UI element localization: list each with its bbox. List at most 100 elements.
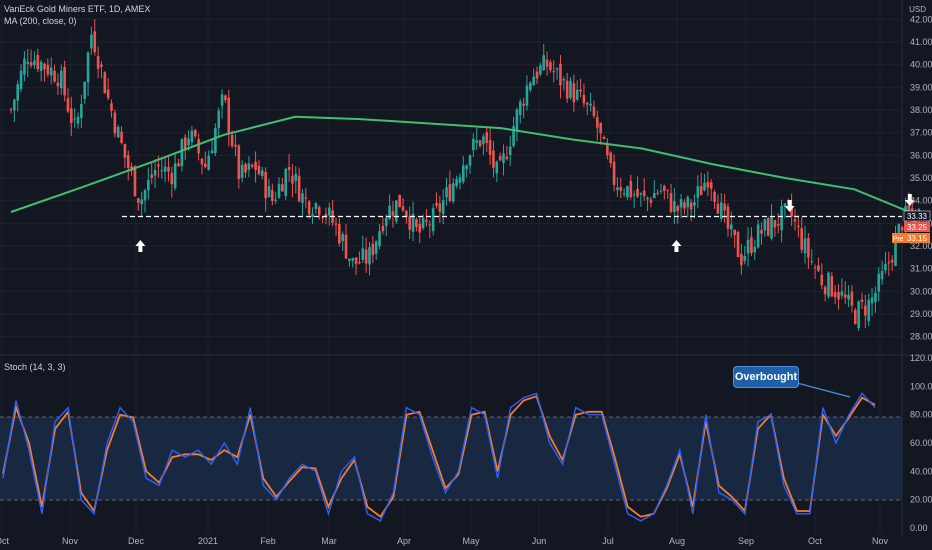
osc-tick-label: 120.00 xyxy=(910,353,932,363)
candle-body xyxy=(388,205,391,219)
candle-body xyxy=(250,164,254,167)
candle-body xyxy=(257,165,261,175)
up-arrow-icon xyxy=(671,240,682,252)
candle-body xyxy=(371,243,375,256)
currency-label[interactable]: USD xyxy=(909,5,926,14)
candle-body xyxy=(482,136,485,145)
candle-body xyxy=(813,266,817,268)
price-tags: 33.33 33.25 Pre 33.15 xyxy=(892,210,931,243)
stoch-legend: Stoch (14, 3, 3) xyxy=(4,362,66,372)
candle-body xyxy=(793,219,797,222)
candle-body xyxy=(96,56,100,69)
candle-body xyxy=(53,70,56,82)
candle-body xyxy=(585,102,589,105)
candle-body xyxy=(204,163,207,167)
candle-body xyxy=(230,134,234,147)
candle-body xyxy=(495,161,499,174)
candle-body xyxy=(113,112,117,134)
candle-body xyxy=(522,103,525,106)
candle-body xyxy=(713,191,716,202)
candle-body xyxy=(311,213,314,217)
candle-body xyxy=(451,183,455,202)
candle-body xyxy=(478,140,482,147)
candle-body xyxy=(790,205,793,217)
candle-body xyxy=(817,265,820,272)
candle-body xyxy=(93,31,97,53)
candle-body xyxy=(16,84,20,101)
down-arrow-icon xyxy=(904,194,915,206)
candle-body xyxy=(606,144,609,156)
candle-body xyxy=(820,274,824,286)
candle-body xyxy=(629,180,633,198)
candle-body xyxy=(86,52,90,83)
candle-body xyxy=(197,139,200,154)
time-tick-label: Aug xyxy=(669,536,685,546)
candle-body xyxy=(254,161,257,170)
candle-body xyxy=(642,190,646,197)
candle-body xyxy=(23,58,26,75)
candle-body xyxy=(26,61,30,64)
candle-body xyxy=(887,262,891,264)
candles-layer xyxy=(9,19,921,331)
candle-body xyxy=(458,177,462,183)
candle-body xyxy=(472,138,475,151)
candle-body xyxy=(525,85,529,106)
candle-body xyxy=(177,163,180,167)
price-axis[interactable]: 42.00 41.00 40.00 39.00 38.00 37.00 36.00 35.00… xyxy=(910,14,932,341)
candle-body xyxy=(448,184,452,201)
time-tick-label: Apr xyxy=(397,536,411,546)
candle-body xyxy=(274,199,277,201)
candle-body xyxy=(535,71,539,79)
candle-body xyxy=(874,292,877,303)
candle-body xyxy=(324,214,328,218)
candle-body xyxy=(150,174,154,178)
candle-body xyxy=(190,130,194,143)
candle-body xyxy=(421,217,425,229)
candle-body xyxy=(572,83,576,103)
time-tick-label: Nov xyxy=(872,536,889,546)
candle-body xyxy=(9,109,13,111)
candle-body xyxy=(485,132,489,143)
candle-body xyxy=(529,82,532,90)
candle-body xyxy=(160,170,164,172)
candle-body xyxy=(398,194,401,208)
candle-body xyxy=(100,64,103,67)
candle-body xyxy=(884,263,887,271)
candle-body xyxy=(281,184,284,192)
candle-body xyxy=(294,173,298,181)
candle-body xyxy=(843,294,847,298)
candle-body xyxy=(76,116,80,124)
candle-body xyxy=(498,156,502,161)
time-tick-label: May xyxy=(462,536,480,546)
candle-body xyxy=(810,261,814,263)
candle-body xyxy=(703,182,706,191)
candle-body xyxy=(867,299,870,322)
candle-body xyxy=(508,146,512,156)
candle-body xyxy=(797,225,800,227)
candle-body xyxy=(569,80,572,98)
premarket-value-tag xyxy=(904,233,930,243)
candle-body xyxy=(277,183,281,198)
candle-body xyxy=(157,164,160,167)
candle-body xyxy=(364,249,368,264)
candle-body xyxy=(579,89,582,92)
candle-body xyxy=(743,256,747,261)
candle-body xyxy=(877,273,881,292)
oscillator-axis[interactable]: 120.00 100.00 80.00 60.00 40.00 20.00 0.00 xyxy=(910,353,932,533)
candle-body xyxy=(462,165,465,182)
candle-body xyxy=(116,127,120,138)
candle-body xyxy=(565,80,569,99)
candle-body xyxy=(200,158,204,165)
candle-body xyxy=(696,186,700,198)
candle-body xyxy=(666,189,669,191)
candle-body xyxy=(56,82,60,87)
candle-body xyxy=(502,153,505,163)
candle-body xyxy=(237,145,241,180)
candle-body xyxy=(575,89,579,100)
candle-body xyxy=(267,186,271,197)
candle-body xyxy=(227,97,231,134)
candle-body xyxy=(341,234,344,242)
candle-body xyxy=(214,127,217,153)
time-axis[interactable]: Oct Nov Dec 2021 Feb Mar Apr May Jun Jul Aug Sep Oct… xyxy=(0,536,888,546)
